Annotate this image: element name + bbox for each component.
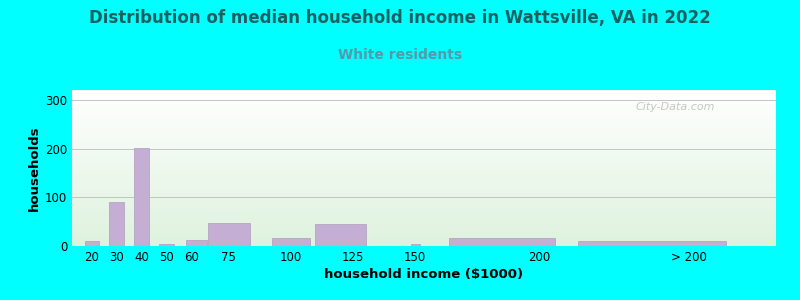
Bar (315, 224, 366, 246)
Bar (272, 238, 310, 246)
Bar (159, 244, 174, 246)
Bar (186, 240, 207, 246)
Bar (207, 223, 250, 246)
Bar (450, 238, 555, 246)
Y-axis label: households: households (28, 125, 41, 211)
Bar (578, 241, 726, 246)
Bar (85, 241, 99, 246)
Text: White residents: White residents (338, 48, 462, 62)
X-axis label: household income ($1000): household income ($1000) (325, 268, 523, 281)
Bar (110, 202, 124, 246)
Text: City-Data.com: City-Data.com (635, 103, 714, 112)
Text: Distribution of median household income in Wattsville, VA in 2022: Distribution of median household income … (89, 9, 711, 27)
Bar (411, 244, 419, 246)
Bar (134, 148, 149, 246)
